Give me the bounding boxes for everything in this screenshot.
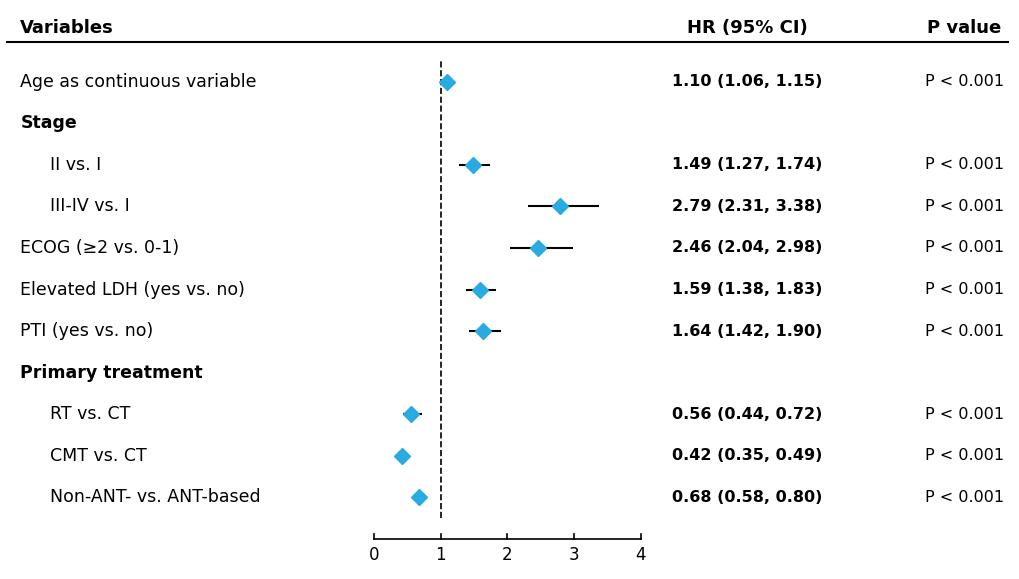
Text: Age as continuous variable: Age as continuous variable	[20, 73, 257, 91]
Text: 0: 0	[368, 547, 379, 565]
Text: 2: 2	[501, 547, 513, 565]
Text: ECOG (≥2 vs. 0-1): ECOG (≥2 vs. 0-1)	[20, 239, 179, 257]
Text: II vs. I: II vs. I	[50, 156, 102, 174]
Text: P < 0.001: P < 0.001	[924, 406, 1003, 422]
Text: Non-ANT- vs. ANT-based: Non-ANT- vs. ANT-based	[50, 488, 261, 506]
Text: PTI (yes vs. no): PTI (yes vs. no)	[20, 322, 154, 340]
Text: III-IV vs. I: III-IV vs. I	[50, 197, 130, 215]
Text: CMT vs. CT: CMT vs. CT	[50, 447, 147, 465]
Text: Primary treatment: Primary treatment	[20, 364, 203, 382]
Text: 1.49 (1.27, 1.74): 1.49 (1.27, 1.74)	[672, 157, 822, 173]
Text: 0.42 (0.35, 0.49): 0.42 (0.35, 0.49)	[672, 448, 822, 463]
Text: P value: P value	[926, 19, 1001, 36]
Text: RT vs. CT: RT vs. CT	[50, 405, 130, 423]
Text: 1.10 (1.06, 1.15): 1.10 (1.06, 1.15)	[672, 74, 822, 89]
Text: 2.79 (2.31, 3.38): 2.79 (2.31, 3.38)	[672, 199, 822, 214]
Text: Stage: Stage	[20, 114, 77, 132]
Text: 2.46 (2.04, 2.98): 2.46 (2.04, 2.98)	[672, 240, 822, 255]
Text: P < 0.001: P < 0.001	[924, 74, 1003, 89]
Text: P < 0.001: P < 0.001	[924, 448, 1003, 463]
Text: 1.64 (1.42, 1.90): 1.64 (1.42, 1.90)	[672, 324, 822, 339]
Text: Variables: Variables	[20, 19, 114, 36]
Text: 4: 4	[635, 547, 645, 565]
Text: P < 0.001: P < 0.001	[924, 324, 1003, 339]
Text: P < 0.001: P < 0.001	[924, 157, 1003, 173]
Text: 0.56 (0.44, 0.72): 0.56 (0.44, 0.72)	[672, 406, 822, 422]
Text: HR (95% CI): HR (95% CI)	[687, 19, 807, 36]
Text: 0.68 (0.58, 0.80): 0.68 (0.58, 0.80)	[672, 490, 822, 505]
Text: P < 0.001: P < 0.001	[924, 282, 1003, 297]
Text: P < 0.001: P < 0.001	[924, 240, 1003, 255]
Text: P < 0.001: P < 0.001	[924, 199, 1003, 214]
Text: 1: 1	[435, 547, 445, 565]
Text: P < 0.001: P < 0.001	[924, 490, 1003, 505]
Text: 1.59 (1.38, 1.83): 1.59 (1.38, 1.83)	[672, 282, 822, 297]
Text: 3: 3	[569, 547, 579, 565]
Text: Elevated LDH (yes vs. no): Elevated LDH (yes vs. no)	[20, 280, 245, 299]
